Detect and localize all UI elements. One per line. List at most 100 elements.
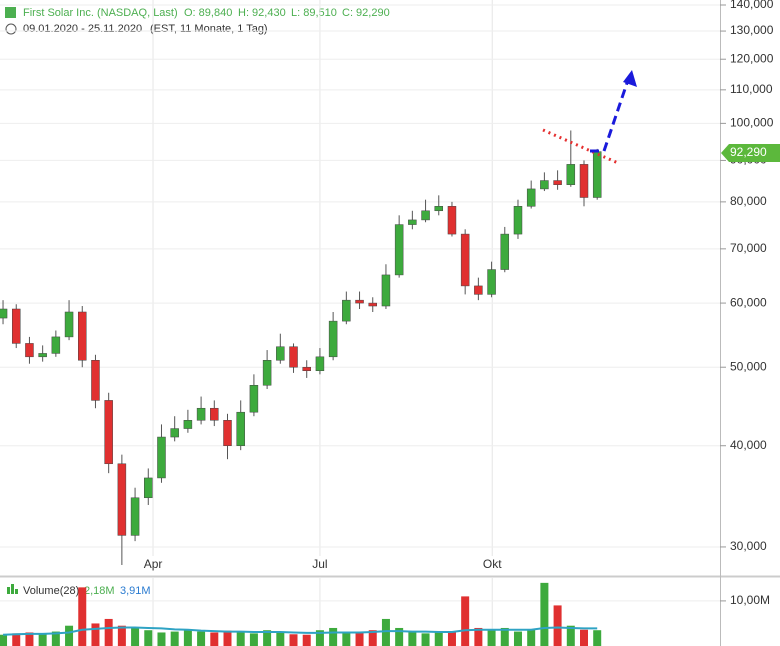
candle-body	[328, 320, 338, 358]
candle-body	[553, 180, 562, 185]
volume-bar	[236, 632, 245, 646]
candle-body	[579, 164, 589, 198]
candle-body	[144, 477, 153, 499]
clock-icon	[5, 23, 17, 35]
volume-ma-line	[3, 626, 598, 636]
trend-line	[542, 128, 619, 165]
candle-body	[513, 206, 523, 235]
candle-body	[474, 285, 483, 295]
candle-body	[78, 311, 87, 361]
candle-body	[368, 302, 377, 307]
volume-bar	[263, 630, 272, 646]
volume-bar	[540, 582, 549, 646]
volume-bar	[593, 630, 602, 646]
volume-bar	[157, 632, 166, 646]
volume-bar	[51, 631, 60, 646]
volume-bar	[408, 632, 417, 646]
candle-body	[592, 151, 602, 198]
candle-body	[104, 400, 113, 465]
volume-bar	[104, 618, 113, 646]
volume-bar	[249, 633, 258, 646]
volume-bar	[210, 632, 219, 646]
candle-body	[394, 224, 404, 276]
volume-bar	[447, 632, 456, 646]
volume-bar	[500, 627, 509, 646]
volume-bar	[487, 630, 496, 646]
chart-title: First Solar Inc. (NASDAQ, Last)	[23, 7, 178, 19]
candle-body	[210, 407, 219, 421]
volume-bar	[434, 631, 443, 646]
volume-title: Volume(28)	[23, 585, 79, 597]
volume-bar	[223, 630, 232, 646]
volume-bar	[513, 631, 522, 646]
candle-body	[11, 308, 21, 344]
candle-body	[223, 420, 232, 446]
candle-body	[566, 164, 576, 185]
candle-body	[421, 210, 430, 221]
candle-body	[289, 346, 298, 368]
candle-body	[487, 269, 496, 295]
volume-bar	[461, 596, 470, 646]
candle-body	[170, 428, 179, 438]
y-tick-label: 10,00M	[730, 593, 770, 607]
y-tick-label: 140,000	[730, 0, 774, 11]
y-tick-label: 30,000	[730, 539, 767, 553]
volume-bar	[38, 634, 47, 646]
candle-body	[500, 233, 510, 270]
candle-body	[25, 343, 34, 358]
volume-bar	[170, 631, 179, 646]
candle-body	[315, 356, 325, 372]
volume-bar	[183, 630, 192, 646]
volume-bar	[197, 631, 206, 646]
y-tick-label: 50,000	[730, 359, 767, 373]
volume-bar	[144, 630, 153, 646]
price-tag-group: 92,290	[721, 144, 780, 162]
volume-bar	[342, 632, 351, 646]
y-tick-label: 80,000	[730, 194, 767, 208]
candle-body	[355, 299, 364, 304]
annotations	[542, 70, 637, 165]
ohlc-low: L: 89,510	[291, 7, 337, 19]
candle-body	[196, 407, 206, 421]
y-tick-label: 70,000	[730, 241, 767, 255]
volume-bar	[474, 627, 483, 646]
y-tick-label: 40,000	[730, 438, 767, 452]
volume-bar	[131, 627, 140, 646]
x-tick-label: Okt	[483, 557, 502, 571]
volume-bar	[12, 633, 21, 646]
candle-body	[540, 180, 549, 190]
volume-value: 2,18M	[84, 585, 115, 597]
volume-bar	[276, 632, 285, 646]
volume-bar	[527, 629, 536, 646]
volume-bar	[395, 627, 404, 646]
y-tick-label: 120,000	[730, 51, 774, 65]
volume-bar	[289, 634, 298, 646]
x-tick-label: Apr	[144, 557, 163, 571]
price-tag	[721, 144, 780, 162]
volume-bar	[25, 632, 34, 646]
volume-bar	[553, 605, 562, 646]
candle-body	[0, 308, 8, 319]
candle-body	[342, 299, 351, 322]
candle-body	[408, 219, 417, 225]
candle-body	[276, 346, 285, 361]
date-range: 09.01.2020 - 25.11.2020	[23, 23, 142, 35]
volume-bar	[315, 630, 324, 646]
volume-bar	[368, 630, 377, 646]
chart-icon	[5, 7, 16, 18]
volume-icon	[7, 587, 10, 594]
price-tag-label: 92,290	[730, 145, 767, 159]
volume-bar	[355, 632, 364, 646]
candle-body	[262, 360, 272, 386]
volume-icon	[15, 589, 18, 594]
candle-body	[38, 353, 47, 358]
candle-body	[460, 233, 470, 287]
volume-bar	[117, 625, 126, 646]
volume-bar	[65, 625, 74, 646]
ohlc-open: O: 89,840	[184, 7, 232, 19]
volume-bar	[0, 634, 8, 646]
candle-body	[157, 436, 166, 479]
